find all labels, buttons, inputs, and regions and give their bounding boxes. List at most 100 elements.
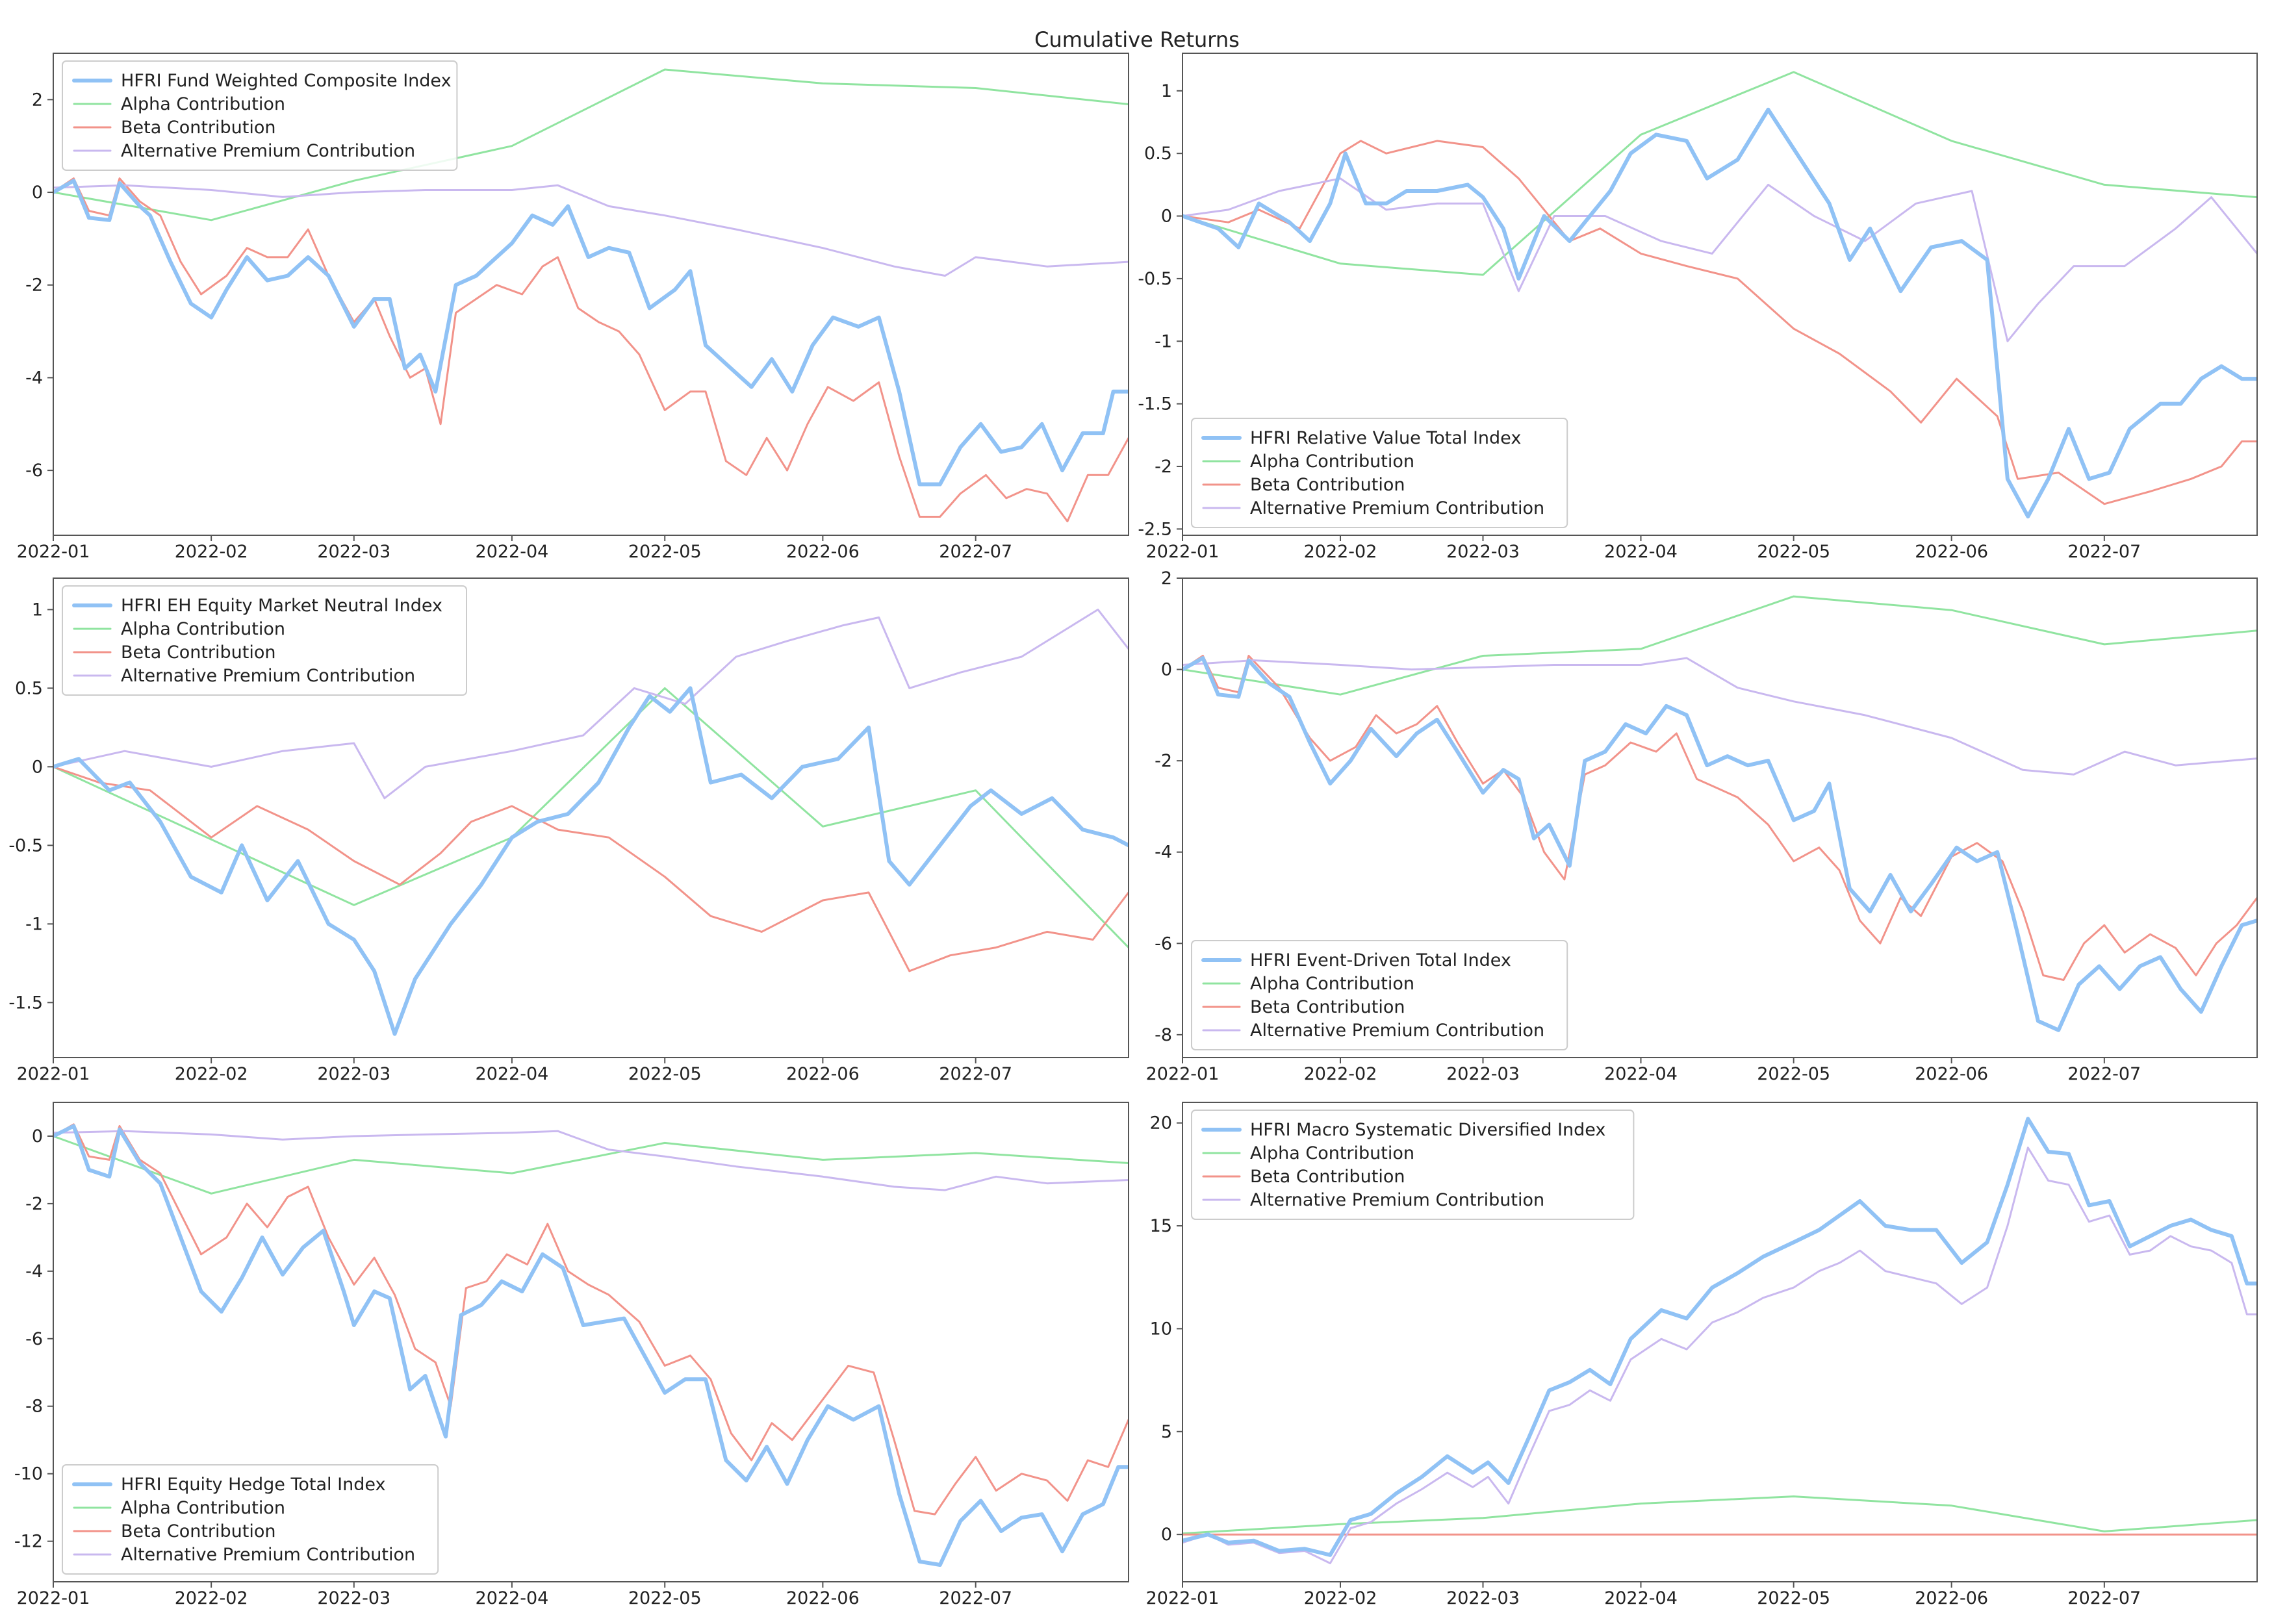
x-tick-label: 2022-05 [1757,1064,1830,1084]
subplot-1: 2 0 -2 -4 -6 2022-01 2022-02 2022-03 2022-04 2022… [17,53,1129,562]
x-tick-label: 2022-04 [1604,1064,1678,1084]
x-tick-label: 2022-07 [2067,1064,2141,1084]
series-line-alpha [1182,595,2257,696]
series-group [1182,71,2257,519]
x-tick-label: 2022-03 [317,1064,390,1084]
legend-entry-alt: Alternative Premium Contribution [121,141,415,161]
y-tick-label: 1 [32,600,43,620]
x-tick-label: 2022-03 [1446,1064,1520,1084]
legend-entry-index: HFRI EH Equity Market Neutral Index [121,596,442,616]
series-line-alt [1182,657,2257,776]
y-tick-label: 2 [1161,568,1172,589]
legend: HFRI Equity Hedge Total Index Alpha Contr… [62,1464,439,1575]
legend-entry-beta: Beta Contribution [121,118,276,138]
x-tick-label: 2022-01 [1146,1588,1220,1608]
y-tick-label: -1.5 [8,993,43,1013]
subplot-3: 1 0.5 0 -0.5 -1 -1.5 2022-01 2022-02 2022-03 2022… [8,577,1129,1084]
x-tick-label: 2022-05 [628,1064,702,1084]
y-tick-label: -8 [1155,1025,1172,1045]
legend-entry-alpha: Alpha Contribution [121,1498,285,1518]
series-line-beta [53,1123,1129,1516]
x-tick-label: 2022-06 [786,1588,860,1608]
x-tick-label: 2022-01 [1146,542,1220,562]
legend-entry-alpha: Alpha Contribution [1250,1143,1414,1163]
x-tick-label: 2022-04 [1604,542,1678,562]
series-group [1182,1117,2257,1564]
y-tick-label: -2.5 [1138,519,1172,539]
x-tick-label: 2022-03 [317,542,390,562]
x-tick-label: 2022-02 [175,1588,248,1608]
y-tick-label: -4 [25,368,43,388]
x-tick-label: 2022-01 [17,1588,90,1608]
legend-entry-beta: Beta Contribution [1250,475,1405,495]
x-tick-label: 2022-05 [1757,1588,1830,1608]
y-tick-label: -12 [14,1532,43,1552]
legend-entry-alpha: Alpha Contribution [121,94,285,114]
series-line-index [1182,1117,2257,1557]
y-tick-label: 0 [1161,1525,1172,1545]
y-tick-label: -0.5 [1138,269,1172,289]
legend: HFRI EH Equity Market Neutral Index Alpha… [62,585,467,696]
subplot-4: 2 0 -2 -4 -6 -8 2022-01 2022-02 2022-03 2022-04 20… [1146,568,2258,1084]
x-tick-label: 2022-02 [1304,1588,1377,1608]
y-tick-label: -8 [25,1397,43,1417]
legend-entry-alt: Alternative Premium Contribution [1250,498,1544,518]
y-tick-label: 2 [32,90,43,110]
y-tick-label: -4 [25,1262,43,1282]
legend-box [1191,1110,1635,1220]
x-tick-label: 2022-06 [1915,1064,1988,1084]
x-tick-label: 2022-04 [1604,1588,1678,1608]
x-tick-label: 2022-02 [1304,1064,1377,1084]
y-tick-label: -6 [25,461,43,481]
y-tick-label: -2 [25,275,43,296]
x-tick-label: 2022-03 [1446,542,1520,562]
series-line-alt [1182,177,2257,342]
y-tick-label: 5 [1161,1422,1172,1442]
x-tick-label: 2022-07 [939,1064,1012,1084]
x-tick-label: 2022-01 [17,1064,90,1084]
subplot-6: 20 15 10 5 0 2022-01 2022-02 2022-03 2022-04 2022… [1146,1102,2258,1608]
figure-title: Cumulative Returns [1034,27,1240,52]
legend-entry-index: HFRI Equity Hedge Total Index [121,1475,385,1495]
y-tick-label: 0 [1161,207,1172,227]
y-tick-label: -1 [25,914,43,934]
legend-entry-index: HFRI Macro Systematic Diversified Index [1250,1120,1605,1140]
y-tick-label: -2 [1155,457,1172,477]
subplot-5: 0 -2 -4 -6 -8 -10 -12 2022-01 2022-02 2022-03 2022… [14,1102,1129,1608]
legend-entry-index: HFRI Event-Driven Total Index [1250,950,1511,971]
legend-entry-alt: Alternative Premium Contribution [1250,1021,1544,1041]
series-line-index [1182,107,2257,519]
legend-box [62,1464,439,1575]
series-line-alpha [53,68,1129,222]
axes-frame [53,1102,1129,1582]
series-line-index [1182,656,2257,1032]
series-line-alpha [1182,1495,2257,1535]
axes-frame [53,53,1129,536]
legend-entry-alt: Alternative Premium Contribution [121,666,415,686]
legend-entry-alt: Alternative Premium Contribution [121,1545,415,1565]
y-tick-label: -4 [1155,843,1172,863]
y-tick-label: -1.5 [1138,394,1172,414]
y-tick-label: 0 [32,183,43,203]
x-tick-label: 2022-04 [476,542,549,562]
y-tick-label: 0 [32,757,43,777]
series-line-beta [53,177,1129,523]
x-tick-label: 2022-01 [1146,1064,1220,1084]
y-tick-label: -2 [25,1194,43,1214]
x-tick-label: 2022-07 [939,1588,1012,1608]
legend-box [1191,940,1568,1050]
series-line-beta [1182,655,2257,981]
legend-entry-index: HFRI Relative Value Total Index [1250,428,1521,448]
x-tick-label: 2022-05 [1757,542,1830,562]
y-tick-label: 0 [1161,660,1172,680]
y-tick-label: 10 [1150,1319,1172,1339]
subplot-2: 1 0.5 0 -0.5 -1 -1.5 -2 -2.5 2022-01 2022-02 2022-… [1138,53,2258,562]
x-tick-label: 2022-01 [17,542,90,562]
series-line-alt [1182,1147,2257,1564]
y-tick-label: 15 [1150,1216,1172,1236]
x-tick-label: 2022-03 [1446,1588,1520,1608]
series-line-beta [1182,140,2257,505]
legend: HFRI Event-Driven Total Index Alpha Contr… [1191,940,1568,1050]
x-tick-label: 2022-06 [786,542,860,562]
series-line-index [53,1124,1129,1567]
